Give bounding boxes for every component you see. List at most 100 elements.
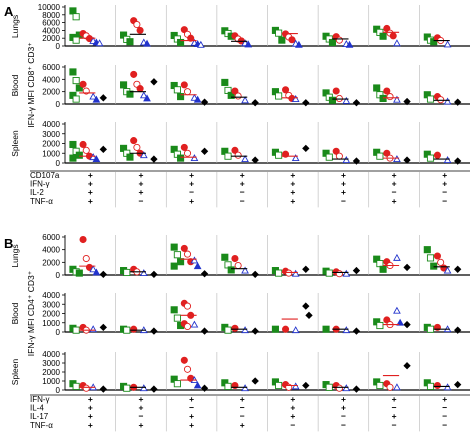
marker-sign: + [240,420,245,430]
marker-sign: − [392,403,397,413]
marker-sign: + [88,403,93,413]
data-point-red [130,70,138,78]
y-tick-label: 1000 [42,319,60,328]
data-point-green [426,254,435,262]
group-8 [423,246,462,274]
data-point-red [231,324,239,332]
data-point-black [454,98,462,106]
data-point-blue [393,155,401,163]
y-tick-label: 4000 [42,246,60,255]
data-point-blue [139,269,148,277]
data-point-blue [89,265,98,273]
data-point-black [251,99,259,107]
y-tick-label: 1000 [42,377,60,386]
data-point-red [383,149,391,157]
data-point-red [136,26,144,34]
data-point-black [99,270,107,279]
data-point-green [69,68,77,76]
data-point-black [302,265,310,273]
data-point-red [234,261,242,270]
data-point-green [221,78,229,86]
y-tick-label: 0 [56,42,61,51]
y-tick-label: 0 [56,159,61,168]
group-3 [170,299,209,335]
group-2 [120,137,158,163]
data-point-green [328,96,337,104]
data-point-blue [295,40,303,48]
y-tick-label: 2000 [42,140,60,149]
data-point-blue [92,95,101,103]
group-8 [423,323,462,334]
data-point-red [183,250,192,258]
data-point-green [75,151,83,159]
data-point-black [200,270,209,278]
data-point-red [437,96,445,104]
group-4 [221,253,259,279]
data-point-red [82,146,90,154]
group-1 [69,235,107,279]
marker-sign: + [392,394,397,404]
data-point-green [322,325,330,333]
data-point-blue [139,151,148,159]
data-point-black [200,147,209,155]
marker-sign: + [240,394,245,404]
y-tick-label: 2000 [42,88,60,97]
data-point-green [72,36,80,44]
data-point-green [275,92,283,100]
marker-sign: + [442,179,447,189]
data-point-black [302,302,310,310]
row-label: Spleen [10,130,20,157]
data-point-green [173,251,181,259]
data-point-green [221,253,229,261]
data-point-green [173,86,181,94]
data-point-green [123,326,131,334]
data-point-blue [342,326,351,334]
group-4 [221,323,259,335]
data-point-black [352,99,361,107]
data-point-red [183,149,192,157]
data-point-black [352,266,361,275]
marker-sign: − [442,196,447,206]
marker-sign: + [442,394,447,404]
data-point-red [288,36,296,44]
marker-sign: + [88,411,93,421]
data-point-black [352,327,361,335]
group-1 [69,380,107,393]
marker-sign: + [240,170,245,180]
marker-name: IL-4 [30,404,44,413]
data-point-blue [393,383,401,391]
data-point-black [200,98,209,106]
y-tick-label: 4000 [42,291,60,300]
data-point-green [120,81,128,89]
group-7 [373,362,411,391]
data-point-blue [89,325,98,333]
y-tick-label: 3000 [42,359,60,368]
y-tick-label: 4000 [42,75,60,84]
data-point-black [352,385,361,393]
data-point-green [69,140,77,149]
data-point-black [403,263,411,272]
group-3 [170,356,209,392]
marker-sign: + [442,170,447,180]
group-5 [271,265,310,277]
data-point-black [200,384,209,392]
group-2 [120,70,158,102]
group-2 [120,265,158,279]
y-tick-label: 2000 [42,368,60,377]
group-1 [69,323,107,334]
marker-sign: − [341,420,346,430]
y-tick-label: 10000 [38,3,61,12]
group-6 [322,266,361,278]
data-point-black [150,270,158,279]
data-point-red [180,143,188,151]
data-point-green [423,246,431,254]
data-point-blue [393,306,401,314]
marker-sign: + [138,420,143,430]
marker-sign: − [240,411,245,421]
data-point-red [282,86,290,94]
data-point-red [187,34,195,42]
y-tick-label: 4000 [42,350,60,359]
marker-sign: + [138,179,143,189]
data-point-red [335,270,343,278]
